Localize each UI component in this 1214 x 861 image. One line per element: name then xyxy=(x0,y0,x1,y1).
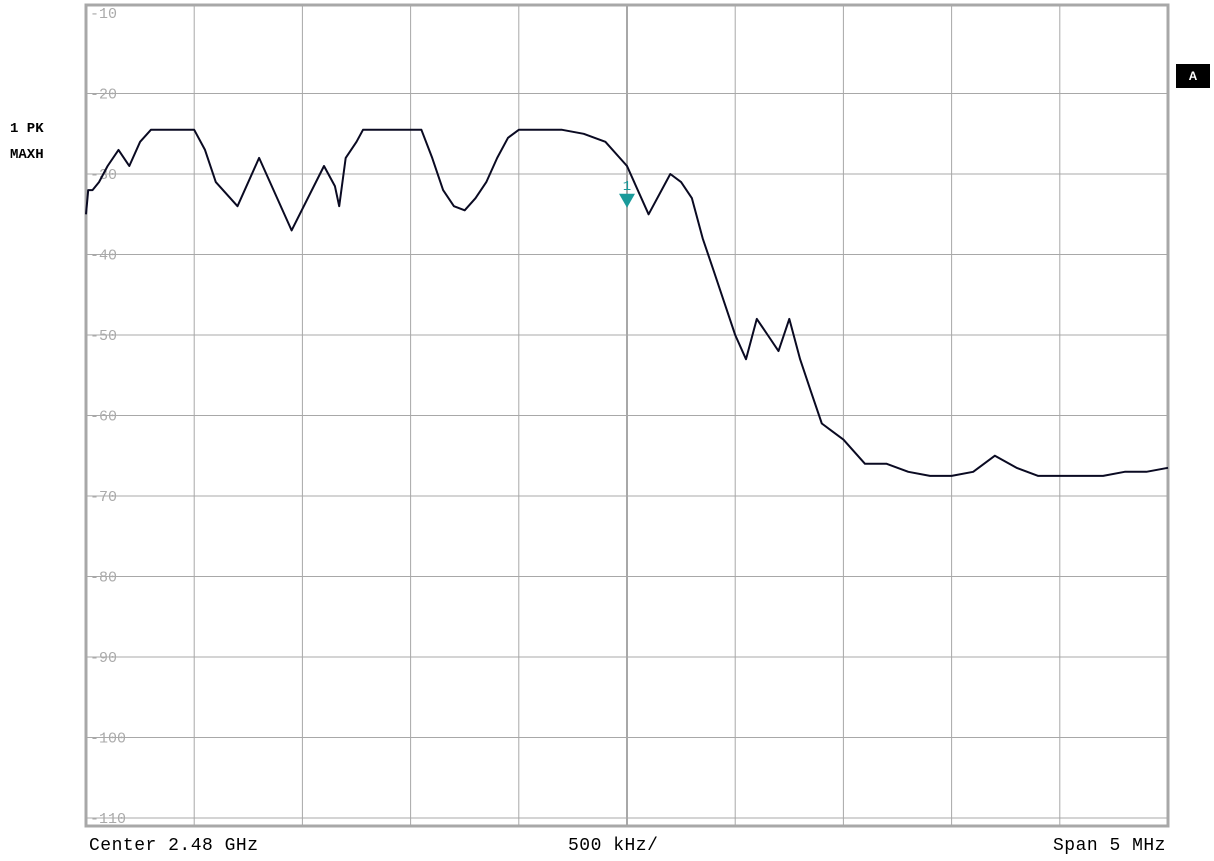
y-axis-tick-labels: -10-20-30-40-50-60-70-80-90-100-110 xyxy=(90,6,126,828)
marker-1[interactable]: 1 xyxy=(619,179,635,208)
y-tick-label: -50 xyxy=(90,328,117,345)
grid xyxy=(84,3,1170,828)
y-tick-label: -80 xyxy=(90,569,117,586)
spectrum-trace xyxy=(85,128,1169,477)
y-tick-label: -90 xyxy=(90,650,117,667)
y-tick-label: -70 xyxy=(90,489,117,506)
y-tick-label: -110 xyxy=(90,811,126,828)
per-division-label: 500 kHz/ xyxy=(568,836,659,856)
marker-label: 1 xyxy=(623,179,631,195)
y-tick-label: -40 xyxy=(90,248,117,265)
y-tick-label: -10 xyxy=(90,6,117,23)
marker-triangle-icon[interactable] xyxy=(619,193,635,208)
span-label: Span 5 MHz xyxy=(1052,836,1166,856)
screen-indicator-badge: A xyxy=(1176,64,1210,88)
y-tick-label: -20 xyxy=(90,87,117,104)
center-frequency-label: Center 2.48 GHz xyxy=(89,836,259,856)
y-tick-label: -100 xyxy=(90,730,126,747)
trace-detector-label: 1 PK xyxy=(10,121,44,137)
y-tick-label: -60 xyxy=(90,409,117,426)
trace-mode-label: MAXH xyxy=(10,147,44,163)
